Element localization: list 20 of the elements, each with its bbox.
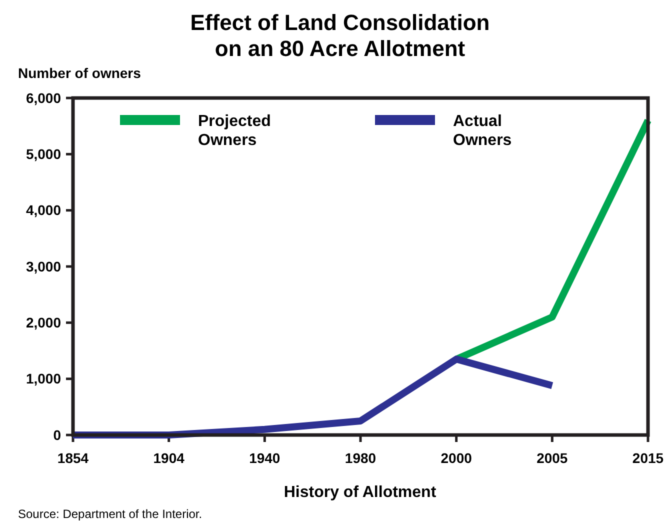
x-tick-label: 1980 xyxy=(344,450,376,466)
y-tick-label: 2,000 xyxy=(26,314,62,331)
x-tick-label: 1854 xyxy=(57,450,89,466)
y-axis-title: Number of owners xyxy=(18,65,142,81)
y-tick-label: 3,000 xyxy=(26,258,62,274)
source-note: Source: Department of the Interior. xyxy=(18,507,202,521)
x-tick-label: 1940 xyxy=(249,450,280,466)
x-tick-label: 2000 xyxy=(440,450,472,466)
legend-label: Projected Owners xyxy=(198,113,271,149)
legend-label: Actual Owners xyxy=(453,113,512,149)
x-tick-label: 2005 xyxy=(536,450,568,466)
y-tick-label: 5,000 xyxy=(26,146,62,162)
x-tick-label: 1904 xyxy=(153,450,185,466)
y-tick-label: 4,000 xyxy=(26,202,62,218)
chart-title: Effect of Land Consolidation on an 80 Acre Allotment xyxy=(190,10,490,61)
x-tick-label: 2015 xyxy=(632,450,664,466)
y-tick-label: 1,000 xyxy=(26,370,62,387)
x-axis-title: History of Allotment xyxy=(284,484,437,501)
y-tick-label: 0 xyxy=(53,426,62,443)
y-tick-label: 6,000 xyxy=(26,90,62,106)
